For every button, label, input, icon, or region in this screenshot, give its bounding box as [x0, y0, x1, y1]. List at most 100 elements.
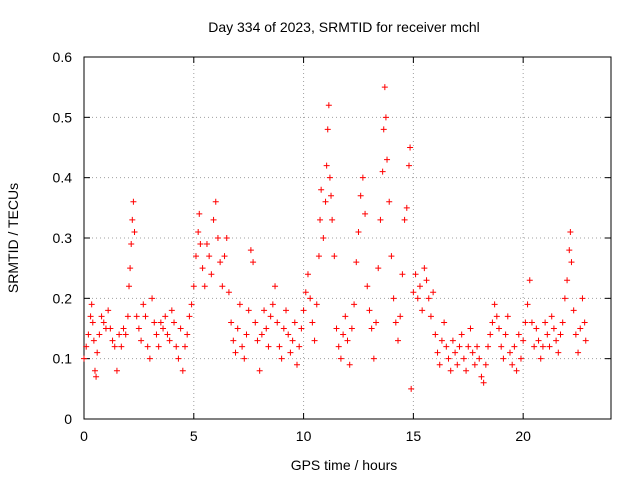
data-point — [91, 367, 98, 374]
data-point — [333, 325, 340, 332]
data-point — [124, 313, 131, 320]
data-point — [487, 331, 494, 338]
data-point — [498, 343, 505, 350]
data-point — [537, 355, 544, 362]
data-point — [362, 210, 369, 217]
data-point — [353, 259, 360, 266]
data-point — [131, 228, 138, 235]
data-point — [410, 289, 417, 296]
data-point — [322, 198, 329, 205]
y-tick-label: 0.5 — [53, 109, 73, 125]
data-points — [81, 84, 589, 392]
data-point — [285, 331, 292, 338]
data-point — [548, 313, 555, 320]
data-point — [465, 343, 472, 350]
data-point — [201, 283, 208, 290]
data-point — [368, 325, 375, 332]
data-point — [430, 289, 437, 296]
data-point — [480, 379, 487, 386]
data-point — [105, 307, 112, 314]
data-point — [471, 361, 478, 368]
data-point — [261, 307, 268, 314]
data-point — [531, 343, 538, 350]
data-point — [120, 325, 127, 332]
data-point — [384, 156, 391, 163]
data-point — [85, 331, 92, 338]
data-point — [177, 325, 184, 332]
data-point — [436, 361, 443, 368]
data-point — [489, 319, 496, 326]
data-point — [454, 361, 461, 368]
data-point — [267, 313, 274, 320]
data-point — [403, 204, 410, 211]
data-point — [381, 84, 388, 91]
data-point — [432, 331, 439, 338]
data-point — [100, 319, 107, 326]
data-point — [265, 343, 272, 350]
data-point — [113, 367, 120, 374]
data-point — [126, 283, 133, 290]
data-point — [460, 355, 467, 362]
data-point — [186, 313, 193, 320]
data-point — [252, 319, 259, 326]
data-point — [524, 301, 531, 308]
y-tick-label: 0 — [64, 411, 72, 427]
data-point — [318, 186, 325, 193]
data-point — [447, 367, 454, 374]
data-point — [245, 307, 252, 314]
data-point — [443, 343, 450, 350]
data-point — [173, 343, 180, 350]
data-point — [427, 313, 434, 320]
data-point — [221, 253, 228, 260]
data-point — [171, 319, 178, 326]
data-point — [291, 319, 298, 326]
data-point — [256, 367, 263, 374]
data-point — [449, 337, 456, 344]
data-point — [160, 325, 167, 332]
data-point — [328, 192, 335, 199]
data-point — [456, 343, 463, 350]
data-point — [452, 349, 459, 356]
data-point — [153, 331, 160, 338]
data-point — [166, 337, 173, 344]
data-point — [175, 355, 182, 362]
data-point — [133, 313, 140, 320]
data-point — [274, 319, 281, 326]
data-point — [331, 253, 338, 260]
data-point — [535, 337, 542, 344]
data-point — [88, 301, 95, 308]
x-tick-label: 0 — [80, 428, 88, 444]
grid — [84, 57, 611, 419]
data-point — [283, 307, 290, 314]
y-tick-label: 0.1 — [53, 351, 73, 367]
data-point — [280, 325, 287, 332]
data-point — [128, 241, 135, 248]
data-point — [324, 126, 331, 133]
data-point — [504, 313, 511, 320]
data-point — [392, 319, 399, 326]
data-point — [217, 259, 224, 266]
data-point — [407, 144, 414, 151]
data-point — [528, 319, 535, 326]
data-point — [196, 210, 203, 217]
data-point — [247, 247, 254, 254]
data-point — [313, 301, 320, 308]
data-point — [223, 235, 230, 241]
data-point — [423, 277, 430, 284]
data-point — [517, 355, 524, 362]
data-point — [513, 367, 520, 374]
data-point — [164, 331, 171, 338]
data-point — [212, 198, 219, 205]
y-tick-label: 0.3 — [53, 230, 73, 246]
data-point — [401, 216, 408, 223]
data-point — [208, 271, 215, 278]
data-point — [168, 307, 175, 314]
data-point — [496, 325, 503, 332]
data-point — [272, 283, 279, 290]
data-point — [337, 355, 344, 362]
data-point — [195, 228, 202, 235]
data-point — [179, 367, 186, 374]
data-point — [269, 301, 276, 308]
data-point — [348, 325, 355, 332]
data-point — [419, 307, 426, 314]
